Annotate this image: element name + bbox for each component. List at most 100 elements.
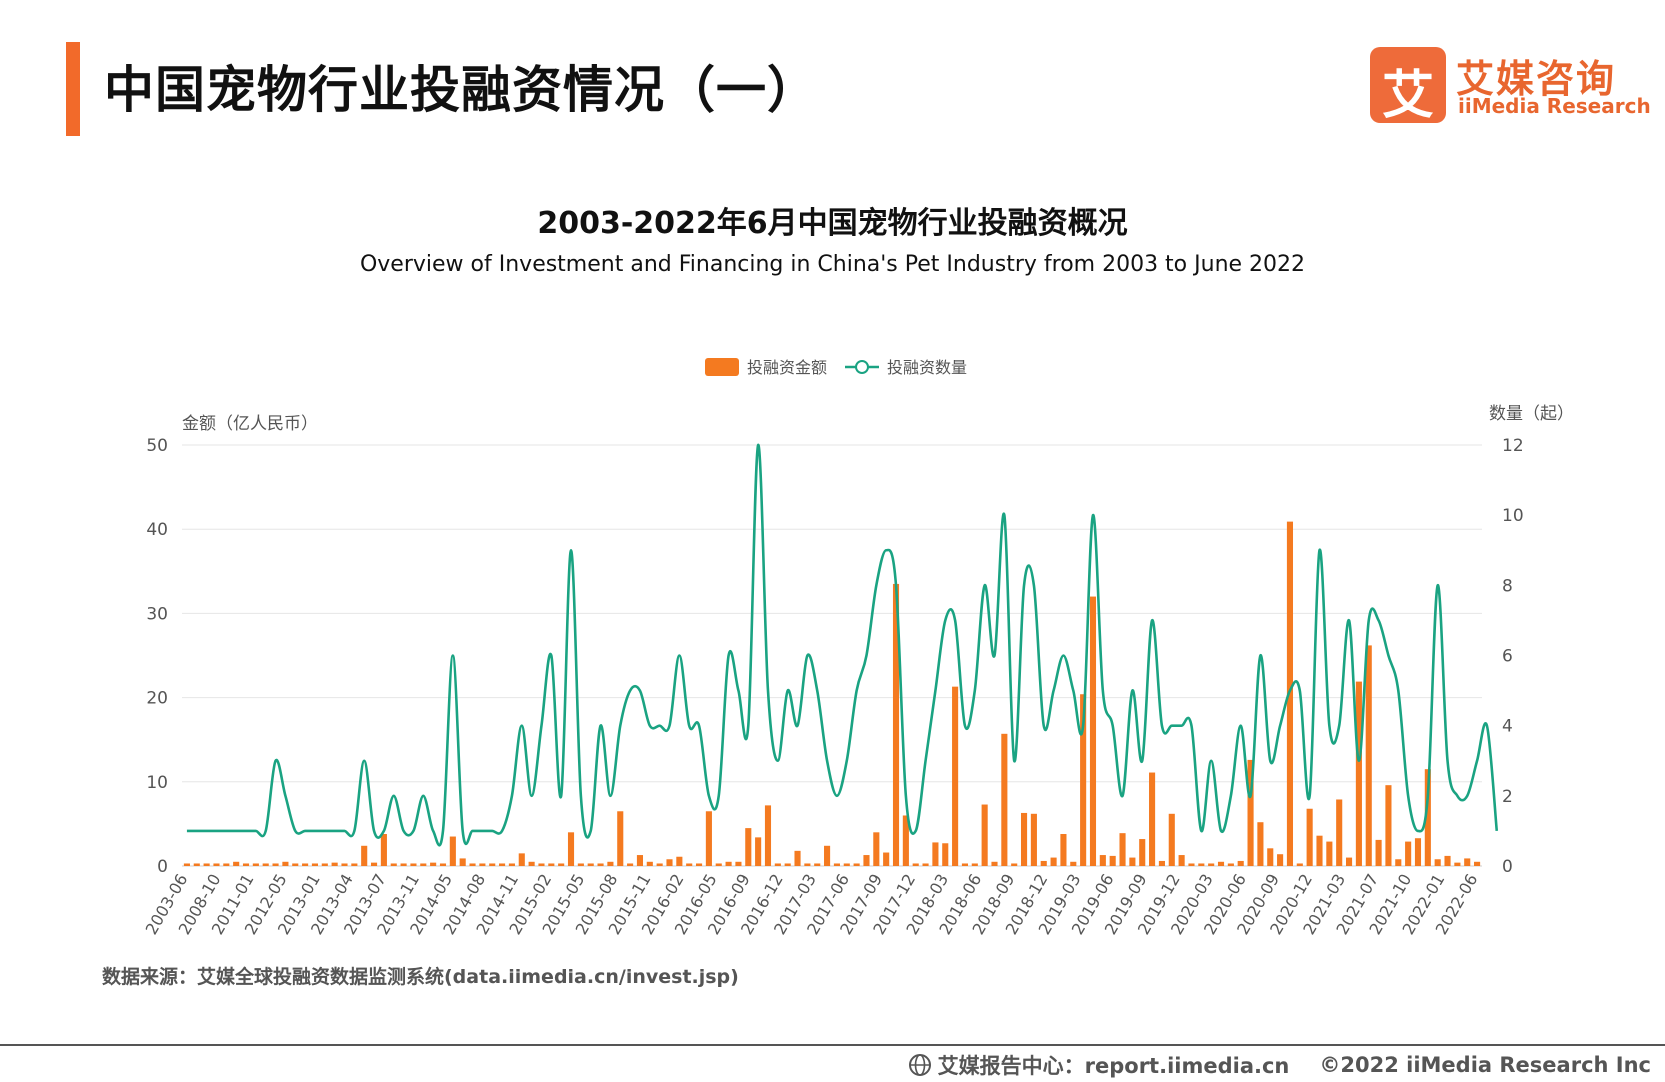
- footer: 艾媒报告中心：report.iimedia.cn ©2022 iiMedia R…: [908, 1050, 1651, 1080]
- bar: [597, 863, 604, 866]
- data-source-note: 数据来源：艾媒全球投融资数据监测系统(data.iimedia.cn/inves…: [102, 966, 739, 988]
- bar: [1227, 863, 1234, 866]
- bar: [942, 843, 949, 866]
- bar: [577, 863, 584, 866]
- bar: [1178, 855, 1185, 866]
- y-left-axis-label: 金额（亿人民币）: [182, 414, 318, 434]
- bar: [646, 861, 653, 866]
- logo-mark: 艾: [1370, 47, 1446, 126]
- bar: [1434, 859, 1441, 866]
- bar: [814, 863, 821, 866]
- bar: [390, 863, 397, 866]
- bar: [715, 863, 722, 866]
- bar: [262, 863, 269, 866]
- bar: [991, 861, 998, 866]
- y-right-tick-label: 8: [1502, 576, 1513, 596]
- bar: [351, 863, 358, 866]
- bar: [1050, 857, 1057, 866]
- bar: [420, 863, 427, 866]
- bar: [1267, 848, 1274, 866]
- bar: [863, 855, 870, 866]
- y-left-tick-label: 10: [146, 773, 168, 793]
- bar: [183, 863, 190, 866]
- bar: [1395, 859, 1402, 866]
- bar: [755, 837, 762, 866]
- bar: [794, 850, 801, 866]
- legend-swatch-bar: [705, 358, 739, 376]
- bar: [567, 832, 575, 866]
- y-right-tick-label: 6: [1502, 647, 1513, 667]
- bar: [1296, 863, 1303, 866]
- bar: [508, 863, 515, 866]
- bar: [1168, 813, 1175, 866]
- legend-label-bar: 投融资金额: [747, 358, 827, 377]
- globe-icon: [908, 1053, 932, 1077]
- footer-divider: [0, 1044, 1665, 1046]
- bar: [1217, 861, 1225, 866]
- bar: [1119, 833, 1126, 866]
- y-left-tick-label: 0: [157, 857, 168, 877]
- bar: [459, 858, 466, 866]
- bar: [1139, 839, 1146, 866]
- bar: [361, 845, 368, 866]
- bar: [1336, 799, 1343, 866]
- y-right-tick-label: 4: [1502, 717, 1513, 737]
- bar: [1129, 857, 1136, 866]
- bar: [1385, 785, 1392, 866]
- bar: [725, 861, 732, 866]
- y-left-tick-label: 50: [146, 436, 168, 456]
- legend-swatch-marker: [855, 360, 869, 374]
- bar: [804, 863, 811, 866]
- bar: [1316, 835, 1323, 866]
- bar: [1149, 772, 1156, 866]
- bar: [1257, 822, 1264, 866]
- bar: [1109, 855, 1116, 866]
- bar: [1375, 839, 1382, 866]
- bar: [774, 863, 781, 866]
- bar: [676, 856, 683, 866]
- bar: [282, 861, 289, 866]
- bar: [1188, 863, 1195, 866]
- y-right-tick-label: 12: [1502, 436, 1524, 456]
- bar: [1345, 857, 1353, 866]
- bar: [233, 861, 240, 866]
- bar: [193, 863, 200, 866]
- bar: [302, 863, 309, 866]
- bar: [1020, 812, 1028, 866]
- logo-glyph: 艾: [1381, 66, 1434, 126]
- bar: [1306, 808, 1313, 866]
- bar: [1365, 645, 1372, 866]
- bar: [449, 836, 456, 866]
- bar: [686, 863, 693, 866]
- bar: [1208, 863, 1215, 866]
- bar: [705, 811, 712, 866]
- bar: [1237, 860, 1244, 866]
- bar: [1030, 813, 1037, 866]
- bar: [922, 863, 929, 866]
- footer-copyright: ©2022 iiMedia Research Inc: [1319, 1053, 1651, 1077]
- y-right-tick-label: 0: [1502, 857, 1513, 877]
- bar: [341, 863, 348, 866]
- bar: [321, 863, 328, 866]
- bar: [410, 863, 417, 866]
- bar: [213, 863, 220, 866]
- bar: [843, 863, 850, 866]
- chart-title: 2003-2022年6月中国宠物行业投融资概况: [537, 206, 1128, 241]
- bar: [636, 855, 644, 866]
- bar: [331, 862, 338, 866]
- bar: [1474, 861, 1481, 866]
- bar: [479, 863, 486, 866]
- footer-report-center: 艾媒报告中心：report.iimedia.cn: [937, 1054, 1290, 1078]
- brand-logo: 艾 艾媒咨询 iiMedia Research: [1370, 44, 1651, 126]
- bar: [439, 863, 447, 866]
- bar: [252, 863, 259, 866]
- bar: [499, 863, 506, 866]
- bar: [223, 863, 230, 866]
- bar: [1011, 863, 1018, 866]
- bar: [380, 834, 387, 866]
- bar: [764, 805, 772, 866]
- bar: [1001, 733, 1008, 866]
- bar: [1089, 596, 1097, 866]
- title-accent-bar: [66, 42, 80, 136]
- bar: [666, 859, 673, 866]
